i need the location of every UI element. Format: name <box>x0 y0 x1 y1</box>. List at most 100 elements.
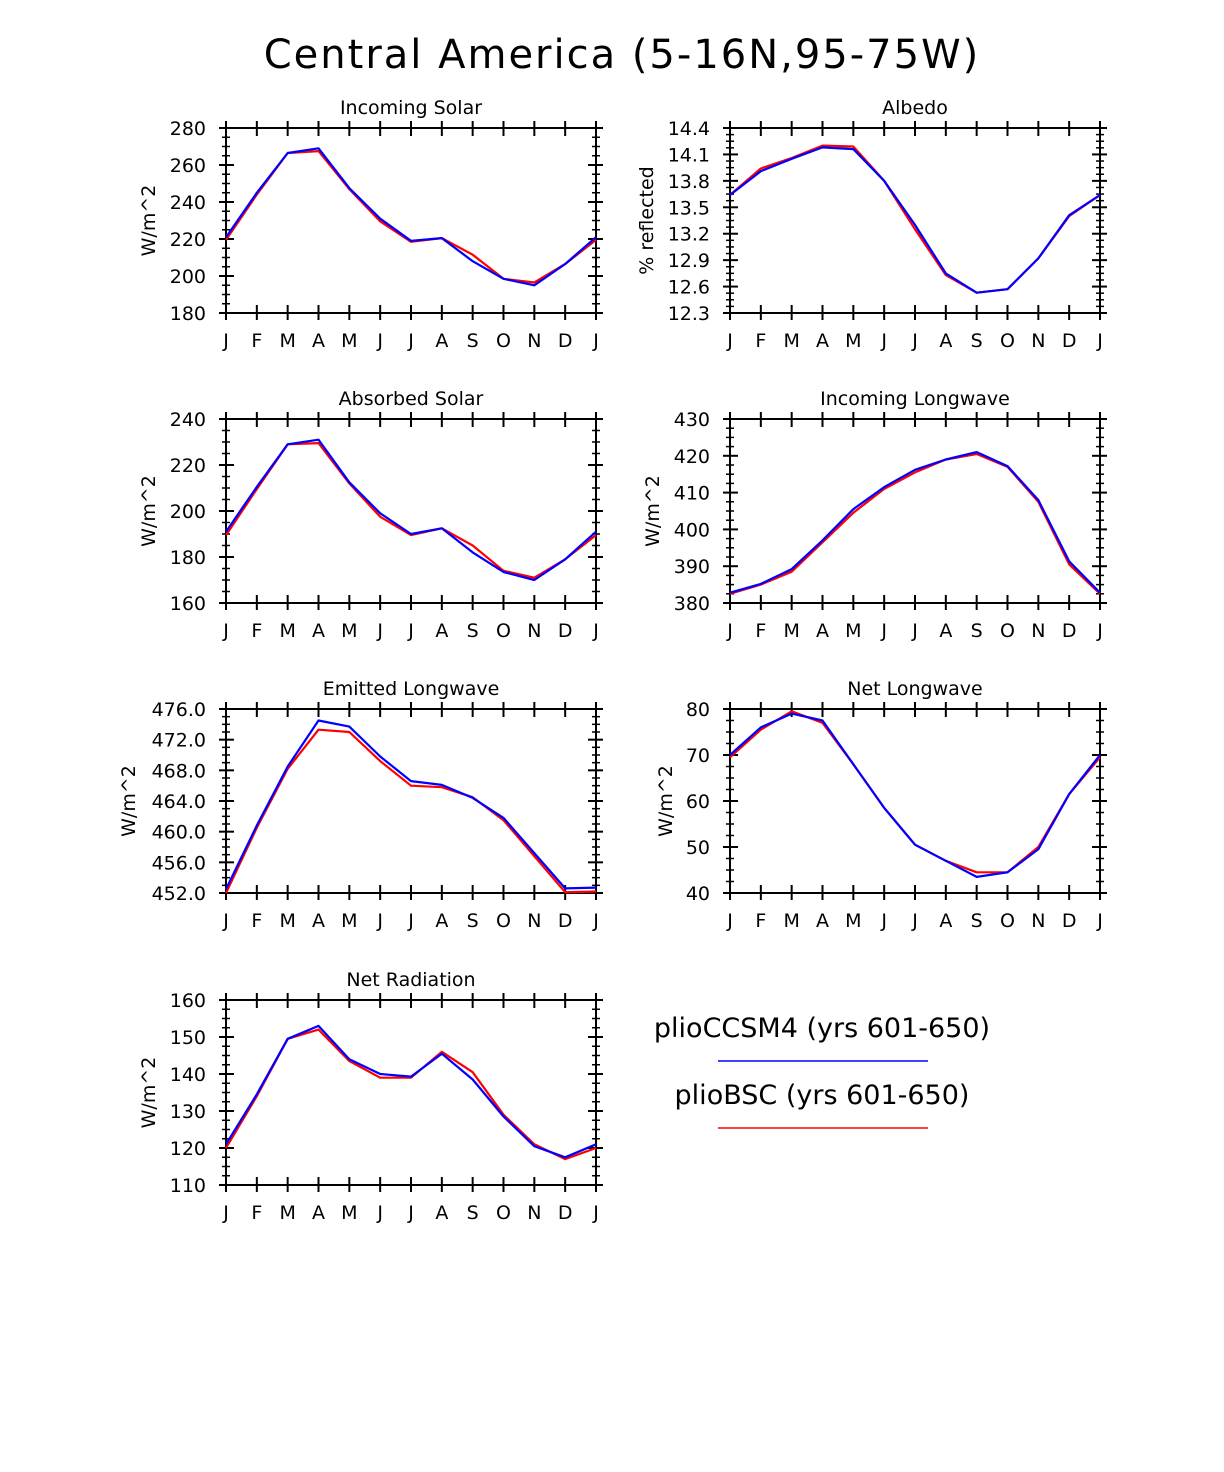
series-line-plioccsm4 <box>729 712 1101 879</box>
x-tick-label: J <box>407 330 414 352</box>
x-tick-label: M <box>783 620 799 642</box>
x-tick-label: O <box>496 1202 511 1224</box>
x-tick-label: M <box>845 620 861 642</box>
x-tick-label: A <box>435 910 448 932</box>
x-tick-label: A <box>939 910 952 932</box>
y-tick-label: 14.4 <box>668 118 710 140</box>
main-title: Central America (5-16N,95-75W) <box>264 32 980 78</box>
y-tick-label: 160 <box>170 990 206 1012</box>
x-tick-label: J <box>222 620 229 642</box>
series-line-plioccsm4 <box>729 146 1101 294</box>
y-tick-label: 110 <box>170 1175 206 1197</box>
x-tick-label: J <box>592 910 599 932</box>
x-tick-label: A <box>939 330 952 352</box>
x-tick-label: A <box>312 1202 325 1224</box>
x-tick-label: M <box>341 1202 357 1224</box>
x-tick-label: F <box>251 620 262 642</box>
x-tick-label: J <box>222 330 229 352</box>
y-tick-label: 13.8 <box>668 171 710 193</box>
panel-title: Emitted Longwave <box>323 678 500 700</box>
x-tick-label: N <box>527 620 541 642</box>
series-line-pliobsc <box>225 728 597 894</box>
x-tick-label: O <box>1000 330 1015 352</box>
x-tick-label: J <box>592 620 599 642</box>
y-tick-label: 50 <box>686 837 710 859</box>
panel-title: Albedo <box>882 97 948 119</box>
y-axis-label: W/m^2 <box>655 765 677 837</box>
y-tick-label: 464.0 <box>152 791 206 813</box>
x-tick-label: N <box>527 330 541 352</box>
y-axis-label: W/m^2 <box>138 1057 160 1129</box>
x-tick-label: S <box>971 620 983 642</box>
y-tick-label: 400 <box>674 519 710 541</box>
y-axis-label: W/m^2 <box>118 765 140 837</box>
series-line-plioccsm4 <box>729 451 1101 594</box>
x-tick-label: M <box>845 910 861 932</box>
y-tick-label: 13.5 <box>668 197 710 219</box>
panel-title: Absorbed Solar <box>339 388 484 410</box>
y-tick-label: 260 <box>170 155 206 177</box>
x-tick-label: M <box>783 330 799 352</box>
x-tick-label: J <box>222 1202 229 1224</box>
x-tick-label: N <box>527 1202 541 1224</box>
x-tick-label: J <box>726 910 733 932</box>
y-axis-label: % reflected <box>636 166 658 274</box>
x-tick-label: D <box>1062 620 1077 642</box>
x-tick-label: N <box>527 910 541 932</box>
x-tick-label: O <box>496 330 511 352</box>
x-tick-label: J <box>407 910 414 932</box>
x-tick-label: F <box>755 910 766 932</box>
x-tick-label: J <box>407 1202 414 1224</box>
y-tick-label: 200 <box>170 266 206 288</box>
y-tick-label: 130 <box>170 1101 206 1123</box>
y-tick-label: 220 <box>170 455 206 477</box>
series-line-plioccsm4 <box>225 438 597 582</box>
series-line-pliobsc <box>225 150 597 284</box>
x-tick-label: J <box>911 910 918 932</box>
x-tick-label: A <box>435 330 448 352</box>
x-tick-label: A <box>312 620 325 642</box>
x-tick-label: J <box>911 330 918 352</box>
x-tick-label: M <box>279 910 295 932</box>
x-tick-label: O <box>496 620 511 642</box>
series-line-pliobsc <box>729 710 1101 874</box>
x-tick-label: J <box>407 620 414 642</box>
y-tick-label: 390 <box>674 556 710 578</box>
y-tick-label: 452.0 <box>152 883 206 905</box>
x-tick-label: J <box>1096 330 1103 352</box>
x-tick-label: J <box>376 330 383 352</box>
panel-title: Net Radiation <box>346 969 475 991</box>
plot-frame <box>225 127 597 314</box>
y-tick-label: 180 <box>170 547 206 569</box>
x-tick-label: M <box>279 330 295 352</box>
series-line-plioccsm4 <box>225 147 597 287</box>
x-tick-label: N <box>1031 620 1045 642</box>
y-tick-label: 240 <box>170 409 206 431</box>
y-tick-label: 70 <box>686 745 710 767</box>
x-tick-label: S <box>467 910 479 932</box>
y-tick-label: 380 <box>674 593 710 615</box>
x-tick-label: J <box>880 910 887 932</box>
x-tick-label: M <box>279 620 295 642</box>
y-tick-label: 280 <box>170 118 206 140</box>
y-tick-label: 80 <box>686 699 710 721</box>
x-tick-label: M <box>341 330 357 352</box>
y-tick-label: 40 <box>686 883 710 905</box>
x-tick-label: A <box>816 910 829 932</box>
y-axis-label: W/m^2 <box>138 475 160 547</box>
x-tick-label: A <box>435 1202 448 1224</box>
x-tick-label: A <box>816 620 829 642</box>
y-tick-label: 60 <box>686 791 710 813</box>
y-tick-label: 180 <box>170 303 206 325</box>
x-tick-label: A <box>939 620 952 642</box>
y-tick-label: 12.9 <box>668 250 710 272</box>
y-tick-label: 12.3 <box>668 303 710 325</box>
y-tick-label: 120 <box>170 1138 206 1160</box>
plot-frame <box>225 999 597 1186</box>
